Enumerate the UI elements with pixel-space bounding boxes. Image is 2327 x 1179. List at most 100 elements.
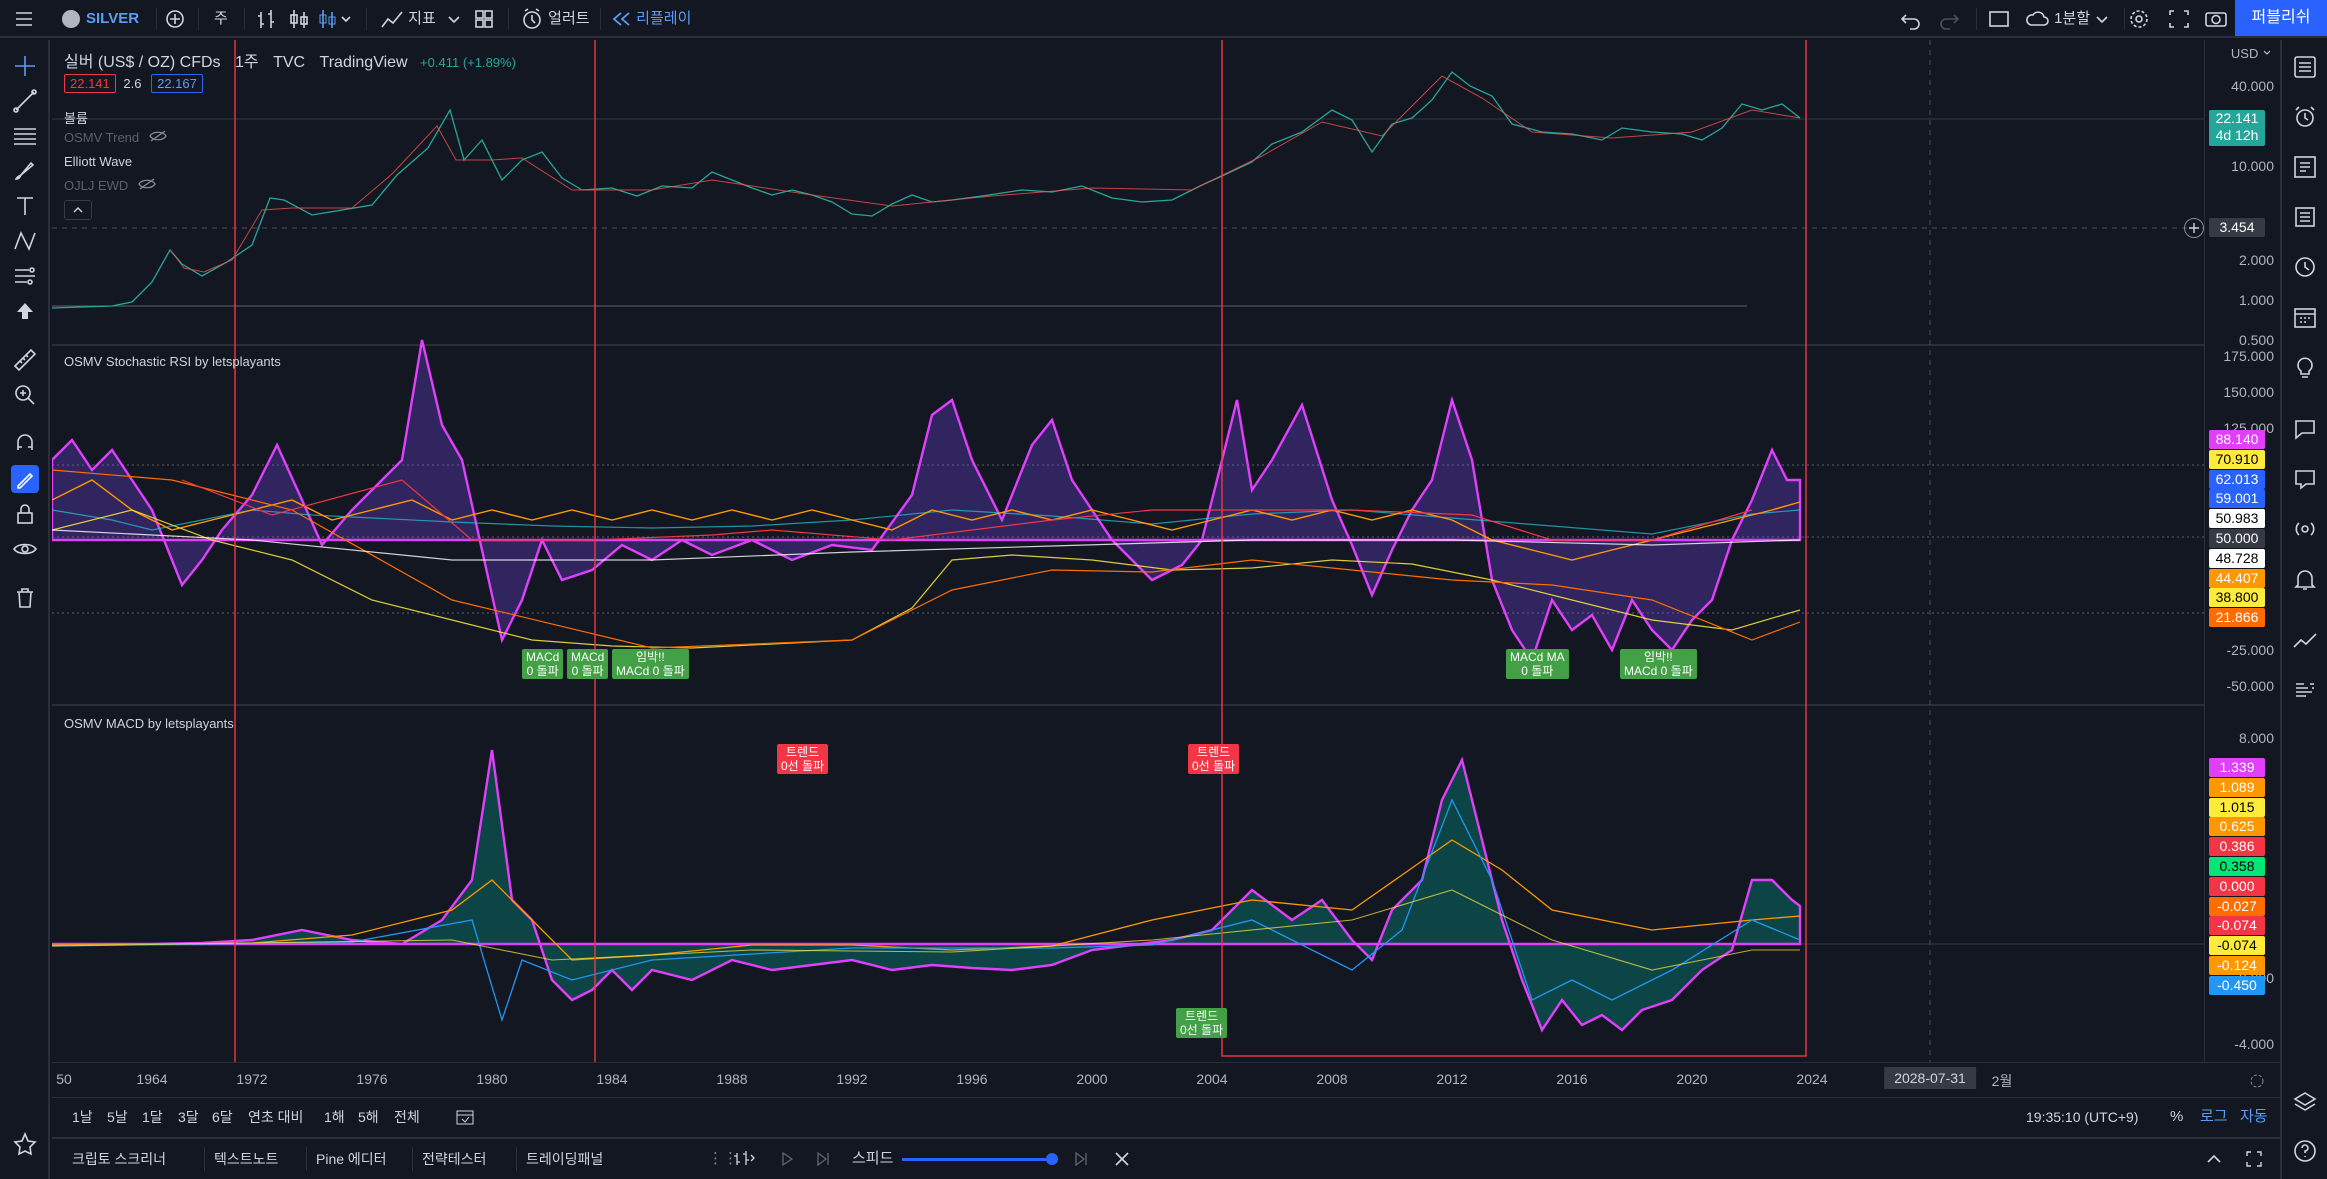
calendar-icon[interactable] bbox=[2292, 304, 2318, 330]
price-tag[interactable]: 21.866 bbox=[2209, 608, 2265, 628]
alert-button[interactable]: 얼러트 bbox=[520, 0, 590, 38]
stay-drawing-icon[interactable] bbox=[11, 465, 39, 493]
chart-type-icon[interactable] bbox=[318, 0, 352, 38]
symbol-search-button[interactable]: SILVER bbox=[62, 0, 139, 38]
publish-button[interactable]: 퍼블리쉬 bbox=[2235, 0, 2327, 36]
price-tag[interactable]: 38.800 bbox=[2209, 588, 2265, 608]
ideas-bulb-icon[interactable] bbox=[2292, 354, 2318, 380]
close-replay-icon[interactable] bbox=[1112, 1139, 1132, 1179]
crosshair-icon[interactable] bbox=[11, 52, 39, 80]
price-axis[interactable]: USD 40.000 10.000 2.000 1.000 0.500 22.141 4d… bbox=[2204, 40, 2280, 1088]
help-icon[interactable] bbox=[2292, 1138, 2318, 1164]
range-button[interactable]: 전체 bbox=[394, 1109, 420, 1125]
step-forward-icon[interactable] bbox=[814, 1139, 834, 1179]
price-tag[interactable]: -0.074 bbox=[2209, 916, 2265, 936]
magnet-icon[interactable] bbox=[11, 430, 39, 458]
menu-icon[interactable] bbox=[14, 0, 34, 38]
arrow-up-icon[interactable] bbox=[11, 297, 39, 325]
notification-bell-icon[interactable] bbox=[2292, 566, 2318, 592]
panel-tab[interactable]: 전략테스터 bbox=[422, 1151, 487, 1167]
time-axis[interactable]: 50 1964 1972 1976 1980 1984 1988 1992 1996 2000 20… bbox=[52, 1062, 2280, 1096]
interval-button[interactable]: 주 bbox=[214, 10, 228, 27]
range-button[interactable]: 3달 bbox=[178, 1109, 199, 1125]
price-tag[interactable]: 50.983 bbox=[2209, 509, 2265, 529]
prediction-icon[interactable] bbox=[11, 262, 39, 290]
history-icon[interactable] bbox=[2292, 254, 2318, 280]
percent-toggle[interactable]: % bbox=[2170, 1108, 2184, 1125]
collapse-legend-button[interactable] bbox=[64, 200, 92, 220]
price-tag[interactable]: -0.074 bbox=[2209, 936, 2265, 956]
price-tag[interactable]: 0.386 bbox=[2209, 837, 2265, 857]
add-price-line-icon[interactable] bbox=[2184, 218, 2204, 238]
speed-slider[interactable] bbox=[902, 1158, 1054, 1161]
layout-single-icon[interactable] bbox=[1988, 0, 2010, 38]
range-button[interactable]: 연초 대비 bbox=[248, 1109, 304, 1125]
bid-price[interactable]: 22.141 bbox=[64, 74, 116, 93]
undo-icon[interactable] bbox=[1900, 0, 1922, 38]
pattern-icon[interactable] bbox=[11, 227, 39, 255]
play-icon[interactable] bbox=[778, 1139, 796, 1179]
stoch-pane-title[interactable]: OSMV Stochastic RSI by letsplayants bbox=[64, 354, 281, 369]
price-tag[interactable]: 48.728 bbox=[2209, 548, 2265, 568]
trash-icon[interactable] bbox=[11, 584, 39, 612]
price-tag[interactable]: 88.140 bbox=[2209, 430, 2265, 449]
redo-icon[interactable] bbox=[1938, 0, 1960, 38]
range-button[interactable]: 1날 bbox=[72, 1109, 93, 1125]
price-tag[interactable]: 0.358 bbox=[2209, 857, 2265, 876]
price-tag[interactable]: 70.910 bbox=[2209, 449, 2265, 469]
panel-tab[interactable]: 텍스트노트 bbox=[214, 1151, 279, 1167]
data-window-icon[interactable] bbox=[2292, 154, 2318, 180]
jump-to-end-icon[interactable] bbox=[1072, 1139, 1092, 1179]
range-button[interactable]: 1달 bbox=[142, 1109, 163, 1125]
maximize-panel-icon[interactable] bbox=[2244, 1139, 2264, 1179]
chat-icon[interactable] bbox=[2292, 416, 2318, 442]
price-tag[interactable]: 1.089 bbox=[2209, 777, 2265, 797]
templates-dropdown-icon[interactable] bbox=[446, 0, 462, 38]
price-tag[interactable]: 1.015 bbox=[2209, 797, 2265, 817]
news-icon[interactable] bbox=[2292, 204, 2318, 230]
text-tool-icon[interactable] bbox=[11, 192, 39, 220]
replay-button[interactable]: 리플레이 bbox=[610, 0, 691, 38]
bar-style-icon[interactable] bbox=[256, 0, 278, 38]
candle-style-icon[interactable] bbox=[288, 0, 310, 38]
ewd-legend[interactable]: OJLJ EWD bbox=[64, 178, 156, 193]
camera-icon[interactable] bbox=[2204, 0, 2228, 38]
trendline-icon[interactable] bbox=[11, 87, 39, 115]
legend-title[interactable]: 실버 (US$ / OZ) CFDs bbox=[64, 54, 221, 71]
chart-canvas[interactable] bbox=[52, 40, 2204, 1062]
compare-add-icon[interactable] bbox=[164, 0, 186, 38]
favorites-star-icon[interactable] bbox=[11, 1130, 39, 1158]
price-tag[interactable]: -0.124 bbox=[2209, 956, 2265, 975]
indicators-button[interactable]: 지표 bbox=[380, 0, 436, 38]
clock-display[interactable]: 19:35:10 (UTC+9) bbox=[2026, 1109, 2139, 1125]
panel-tab[interactable]: 크립토 스크리너 bbox=[72, 1151, 167, 1167]
price-tag[interactable]: 50.000 bbox=[2209, 529, 2265, 548]
price-tag[interactable]: 62.013 bbox=[2209, 469, 2265, 489]
trend-legend[interactable]: OSMV Trend bbox=[64, 130, 167, 145]
drag-handle-icon[interactable]: ⋮⋮ bbox=[708, 1150, 738, 1167]
collapse-panel-icon[interactable] bbox=[2204, 1139, 2224, 1179]
layouts-icon[interactable] bbox=[474, 0, 494, 38]
price-tag[interactable]: -0.450 bbox=[2209, 975, 2265, 995]
trend-icon[interactable] bbox=[2292, 628, 2318, 654]
ask-price[interactable]: 22.167 bbox=[151, 74, 203, 93]
volume-legend[interactable]: 볼륨 bbox=[64, 111, 88, 126]
price-tag[interactable]: 59.001 bbox=[2209, 489, 2265, 509]
layout-select-button[interactable]: 1분할 bbox=[2024, 0, 2110, 38]
layers-icon[interactable] bbox=[2292, 1090, 2318, 1116]
price-tag[interactable]: 44.407 bbox=[2209, 568, 2265, 588]
hidden-eye-icon[interactable] bbox=[138, 178, 156, 190]
message-icon[interactable] bbox=[2292, 466, 2318, 492]
broadcast-icon[interactable] bbox=[2292, 516, 2318, 542]
price-tag[interactable]: 0.000 bbox=[2209, 876, 2265, 896]
price-tag[interactable]: 0.625 bbox=[2209, 817, 2265, 837]
watchlist-icon[interactable] bbox=[2292, 54, 2318, 80]
hidden-eye-icon[interactable] bbox=[149, 130, 167, 142]
fib-retracement-icon[interactable] bbox=[11, 122, 39, 150]
last-price-tag[interactable]: 22.141 4d 12h bbox=[2209, 110, 2265, 146]
settings-gear-icon[interactable] bbox=[2128, 0, 2150, 38]
log-toggle[interactable]: 로그 bbox=[2200, 1108, 2228, 1125]
ruler-icon[interactable] bbox=[11, 346, 39, 374]
lock-icon[interactable] bbox=[11, 500, 39, 528]
macd-pane-title[interactable]: OSMV MACD by letsplayants bbox=[64, 716, 234, 731]
